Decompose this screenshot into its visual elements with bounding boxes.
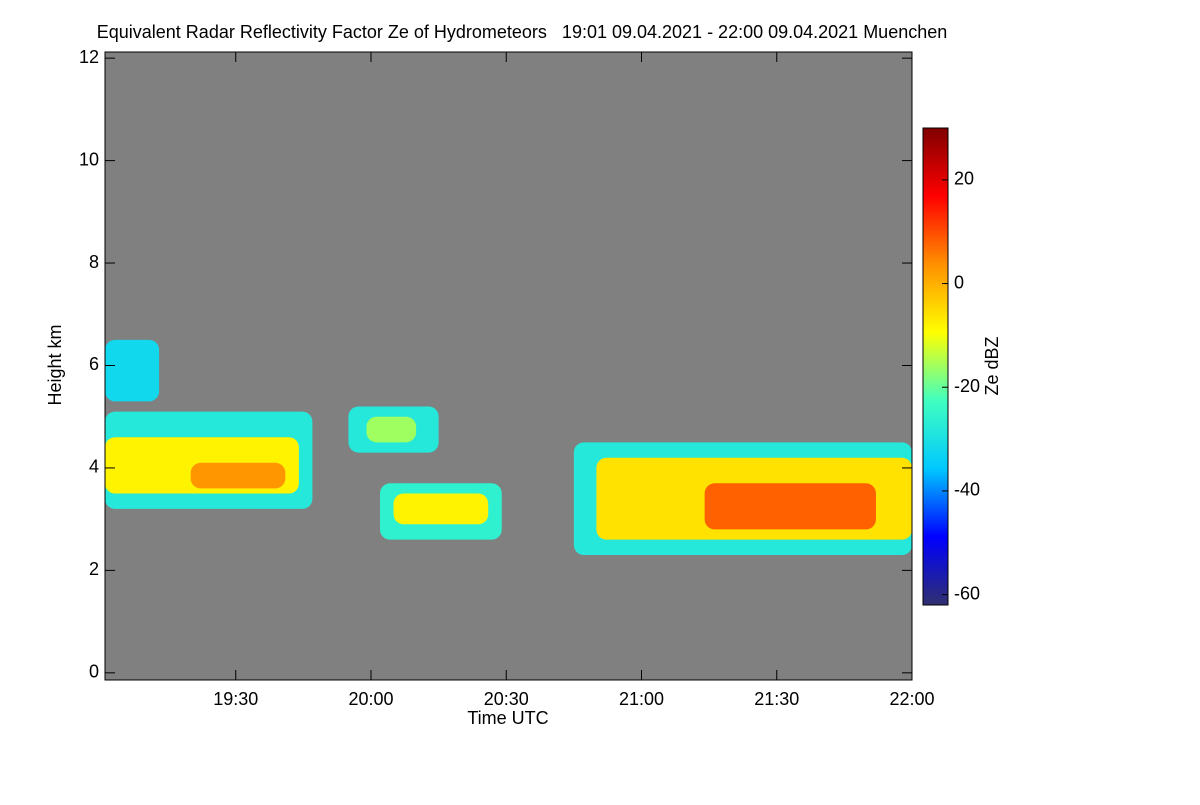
- heatmap-cell: [366, 416, 417, 443]
- colorbar-tick-label: 20: [954, 169, 974, 189]
- heatmap-cell: [704, 483, 876, 530]
- y-axis-label: Height km: [45, 324, 65, 405]
- y-tick-label: 4: [89, 457, 99, 477]
- x-tick-label: 20:30: [484, 689, 529, 709]
- chart-title: Equivalent Radar Reflectivity Factor Ze …: [97, 22, 948, 42]
- colorbar-tick-label: -40: [954, 480, 980, 500]
- y-tick-label: 12: [79, 47, 99, 67]
- heatmap-cell: [190, 462, 286, 489]
- heatmap-cell: [393, 493, 489, 525]
- y-tick-label: 10: [79, 149, 99, 169]
- x-tick-label: 19:30: [213, 689, 258, 709]
- y-tick-label: 8: [89, 252, 99, 272]
- x-tick-label: 22:00: [889, 689, 934, 709]
- y-tick-label: 2: [89, 559, 99, 579]
- plot-frame: [104, 51, 913, 681]
- y-tick-label: 6: [89, 354, 99, 374]
- colorbar-tick-label: -60: [954, 583, 980, 603]
- x-tick-label: 21:30: [754, 689, 799, 709]
- x-tick-label: 20:00: [348, 689, 393, 709]
- heatmap-cell: [105, 339, 160, 402]
- plot-background: [105, 52, 912, 680]
- colorbar: [922, 127, 949, 606]
- y-tick-label: 0: [89, 662, 99, 682]
- x-axis-label: Time UTC: [467, 708, 548, 728]
- x-tick-label: 21:00: [619, 689, 664, 709]
- colorbar-label: Ze dBZ: [982, 336, 1002, 395]
- colorbar-tick-label: 0: [954, 272, 964, 292]
- colorbar-tick-label: -20: [954, 376, 980, 396]
